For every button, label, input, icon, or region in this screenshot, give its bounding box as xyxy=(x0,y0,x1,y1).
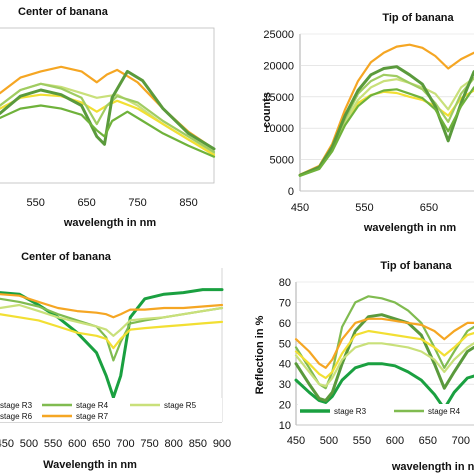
chart-tl: 550 650 750 850 Center of banana wavelength i… xyxy=(0,6,216,229)
series-line-4 xyxy=(294,342,474,388)
x-tick-label: 700 xyxy=(452,435,470,447)
series-line-1 xyxy=(294,362,474,411)
x-tick-label: 650 xyxy=(77,197,95,209)
y-axis-label: Reflection in % xyxy=(254,315,266,394)
x-tick-label: 750 xyxy=(128,197,146,209)
x-tick-label: 600 xyxy=(68,438,86,450)
y-tick-label: 60 xyxy=(279,318,291,330)
series-line-2 xyxy=(294,295,474,390)
y-tick-label: 80 xyxy=(279,277,291,289)
series-line-3 xyxy=(0,303,224,337)
chart-tr: 0 5000 10000 15000 20000 25000 450 550 650 Tip of… xyxy=(261,12,474,234)
series-line-6 xyxy=(0,104,216,158)
legend-label: stage R4 xyxy=(76,401,109,410)
plot-frame xyxy=(0,27,215,184)
chart-br: 10 20 30 40 50 60 70 80 450 500 550 600 650 700 Tip of… xyxy=(254,260,474,473)
y-tick-label: 20 xyxy=(279,400,291,412)
series-line-1 xyxy=(298,89,474,176)
series-line-5 xyxy=(294,329,474,380)
x-tick-label: 550 xyxy=(26,197,44,209)
legend-label: stage R6 xyxy=(0,412,33,421)
y-tick-label: 40 xyxy=(279,359,291,371)
x-axis-label: wavelength in nm xyxy=(63,217,157,229)
legend-label: stage R7 xyxy=(76,412,109,421)
series-line-5 xyxy=(0,69,216,151)
x-axis-label: wavelength in nm xyxy=(363,222,457,234)
legend-label: stage R3 xyxy=(334,407,367,416)
series-line-3 xyxy=(0,82,216,154)
x-tick-label: 900 xyxy=(213,438,231,450)
chart-title: Tip of banana xyxy=(380,260,452,272)
x-axis-label: Wavelength in nm xyxy=(43,459,137,471)
x-tick-label: 450 xyxy=(287,435,305,447)
x-tick-label: 550 xyxy=(353,435,371,447)
series-line-3 xyxy=(294,313,474,402)
y-tick-label: 5000 xyxy=(270,155,294,167)
x-axis-label: wavelength in nm xyxy=(391,461,474,473)
series-line-6 xyxy=(294,317,474,369)
y-tick-label: 20000 xyxy=(263,60,294,72)
legend-label: stage R5 xyxy=(164,401,197,410)
y-tick-label: 15000 xyxy=(263,92,294,104)
legend: stage R3 stage R4 stage R5 stage R6 stage R7 xyxy=(0,398,222,422)
x-tick-label: 500 xyxy=(320,435,338,447)
y-tick-label: 30 xyxy=(279,379,291,391)
x-tick-label: 650 xyxy=(419,435,437,447)
chart-title: Center of banana xyxy=(21,251,112,263)
y-tick-label: 0 xyxy=(288,186,294,198)
x-tick-label: 850 xyxy=(179,197,197,209)
series-line-6 xyxy=(298,86,474,177)
y-tick-label: 25000 xyxy=(263,29,294,41)
legend-box xyxy=(0,398,222,422)
x-tick-label: 500 xyxy=(20,438,38,450)
y-tick-label: 50 xyxy=(279,338,291,350)
x-tick-label: 550 xyxy=(44,438,62,450)
x-tick-label: 650 xyxy=(420,202,438,214)
x-tick-label: 750 xyxy=(140,438,158,450)
x-tick-label: 550 xyxy=(355,202,373,214)
y-tick-label: 10000 xyxy=(263,123,294,135)
legend-box xyxy=(298,404,474,418)
x-tick-label: 800 xyxy=(165,438,183,450)
chart-title: Tip of banana xyxy=(382,12,454,24)
y-axis-label: counts xyxy=(261,92,273,128)
legend: stage R3 stage R4 xyxy=(298,404,474,418)
series-line-2 xyxy=(0,93,216,157)
x-tick-label: 450 xyxy=(291,202,309,214)
x-tick-label: 850 xyxy=(189,438,207,450)
y-tick-label: 70 xyxy=(279,297,291,309)
chart-title: Center of banana xyxy=(18,6,109,18)
legend-label: stage R3 xyxy=(0,401,33,410)
x-tick-label: 600 xyxy=(386,435,404,447)
legend-label: stage R4 xyxy=(428,407,461,416)
chart-bl: 450 500 550 600 650 700 750 800 850 900 Center of … xyxy=(0,251,231,471)
x-tick-label: 650 xyxy=(92,438,110,450)
series-line-5 xyxy=(0,293,224,319)
x-tick-label: 700 xyxy=(116,438,134,450)
x-tick-label: 450 xyxy=(0,438,14,450)
series-line-5 xyxy=(298,65,474,177)
series-line-4 xyxy=(0,313,224,350)
y-tick-label: 10 xyxy=(279,420,291,432)
